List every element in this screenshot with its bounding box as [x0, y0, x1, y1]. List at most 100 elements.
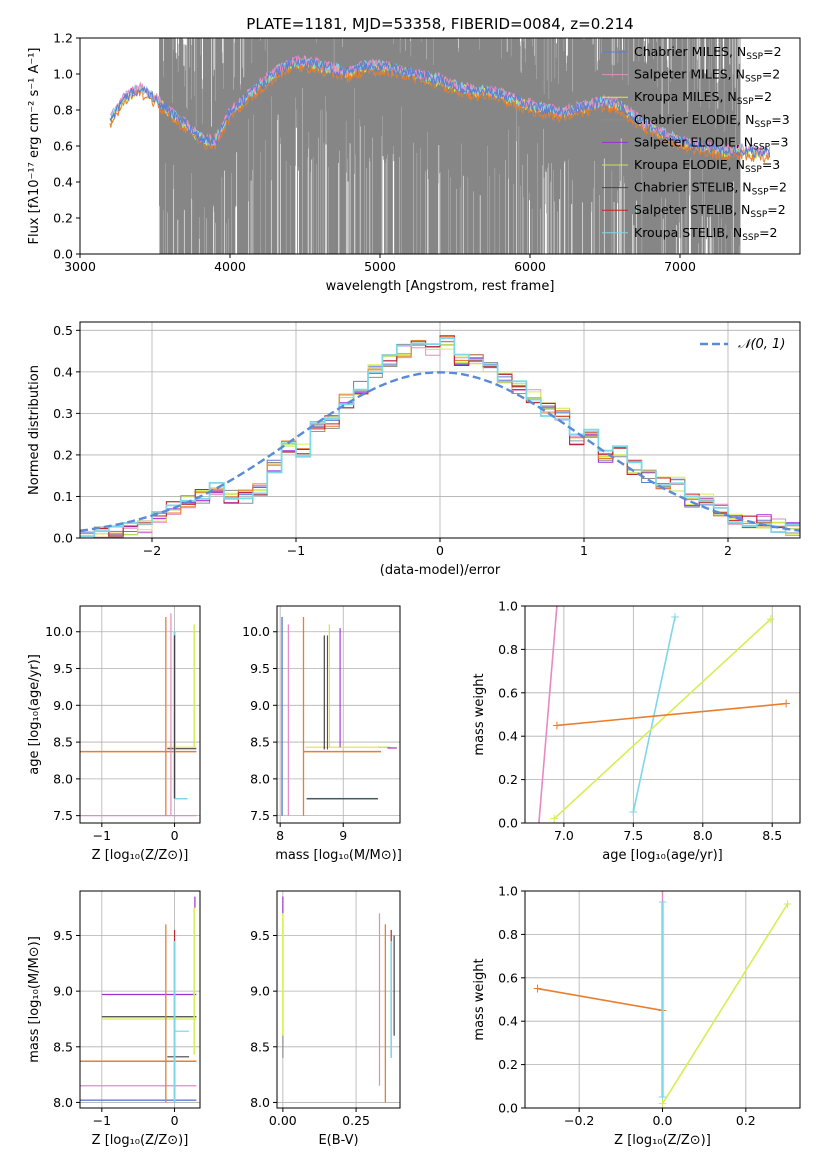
y-tick-label: 0.2: [498, 772, 518, 787]
weight-vs-age-marker: +: [549, 812, 559, 826]
model-spectrum-chabrier_miles: [109, 57, 771, 159]
y-tick-label: 0.0: [498, 1101, 518, 1116]
x-tick-label: 4000: [214, 259, 246, 274]
y-tick-label: 0.8: [53, 103, 73, 118]
weight-vs-age-marker: +: [534, 816, 544, 830]
y-tick-label: 0.0: [53, 531, 73, 546]
axes-frame: [524, 605, 801, 824]
y-axis-label: Normed distribution: [27, 365, 42, 495]
y-tick-label: 8.0: [250, 771, 270, 786]
y-tick-label: 0.8: [498, 642, 518, 657]
x-tick-label: 7000: [664, 259, 696, 274]
x-tick-label: 7.0: [554, 828, 574, 843]
weight-vs-age-line: [553, 618, 772, 820]
y-tick-label: 9.5: [53, 661, 73, 676]
y-axis-label: mass weight: [472, 958, 487, 1040]
y-tick-label: 0.2: [53, 211, 73, 226]
y-tick-label: 9.0: [53, 698, 73, 713]
x-tick-label: 8: [276, 828, 284, 843]
y-tick-label: 1.0: [53, 67, 73, 82]
plot-area: [80, 613, 197, 817]
x-axis-label: (data-model)/error: [380, 563, 501, 578]
y-tick-label: 0.4: [53, 364, 73, 379]
y-tick-label: 0.0: [53, 247, 73, 262]
y-tick-label: 8.5: [53, 1039, 73, 1054]
y-tick-label: 1.0: [498, 884, 518, 899]
y-tick-label: 9.5: [250, 928, 270, 943]
legend-label: Salpeter ELODIE, NSSP=3: [634, 134, 788, 152]
y-axis-label: mass [log₁₀(M/M⊙)]: [27, 936, 42, 1063]
axes-mass_vs_Z: −1 0 8.0 8.5 9.0 9.5 Z [log₁₀(Z/Z⊙)] mass [log₁…: [27, 890, 201, 1148]
weight-vs-age-line: [556, 702, 787, 727]
y-axis-label: mass weight: [472, 673, 487, 755]
y-tick-label: 8.5: [250, 1039, 270, 1054]
x-tick-label: 0.0: [653, 1113, 673, 1128]
y-tick-label: 7.5: [53, 808, 73, 823]
x-tick-label: 0: [436, 543, 444, 558]
plot-area: [80, 896, 197, 1103]
weight-vs-Z-line: [537, 987, 663, 1012]
x-tick-label: 3000: [64, 259, 96, 274]
figure-title: PLATE=1181, MJD=53358, FIBERID=0084, z=0…: [246, 15, 633, 33]
y-tick-label: 10.0: [242, 624, 270, 639]
y-tick-label: 0.2: [53, 447, 73, 462]
weight-vs-age-marker: +: [670, 610, 680, 624]
axes-weight_vs_age: + + + + + + + +7.0 7.5 8.0 8.5 0.0 0.2 0.4 0.6 0.8 1.0 ag…: [472, 599, 801, 863]
y-tick-label: 9.0: [53, 984, 73, 999]
weight-vs-age-marker: +: [628, 805, 638, 819]
y-tick-label: 0.8: [498, 927, 518, 942]
legend-label: Salpeter STELIB, NSSP=2: [634, 202, 786, 220]
plot-area: [282, 896, 395, 1103]
y-tick-label: 10.0: [45, 624, 73, 639]
x-tick-label: −0.2: [564, 1113, 594, 1128]
y-tick-label: 0.0: [498, 816, 518, 831]
plot-area: + + + + + + + +: [534, 606, 791, 830]
x-tick-label: −2: [143, 543, 161, 558]
y-tick-label: 8.5: [53, 735, 73, 750]
x-tick-label: 2: [724, 543, 732, 558]
weight-vs-age-marker: +: [766, 612, 776, 626]
spectrum-legend: Chabrier MILES, NSSP=2 Salpeter MILES, NS…: [602, 44, 790, 243]
legend-label: Chabrier ELODIE, NSSP=3: [634, 112, 790, 130]
x-tick-label: 0.25: [342, 1113, 370, 1128]
x-axis-label: Z [log₁₀(Z/Z⊙)]: [92, 1133, 189, 1148]
y-tick-label: 0.5: [53, 323, 73, 338]
x-axis-label: Z [log₁₀(Z/Z⊙)]: [92, 848, 189, 863]
x-tick-label: 0.00: [269, 1113, 297, 1128]
y-tick-label: 1.0: [498, 599, 518, 614]
x-tick-label: 7.5: [623, 828, 643, 843]
weight-vs-Z-marker: +: [532, 982, 542, 996]
legend-label: 𝒩(0, 1): [738, 337, 785, 352]
axes-age_vs_Z: −1 0 7.5 8.0 8.5 9.0 9.5 10.0 Z [log₁₀(Z/Z⊙)] age…: [27, 605, 201, 863]
x-tick-label: −1: [287, 543, 305, 558]
y-tick-label: 0.4: [498, 1014, 518, 1029]
x-tick-label: 5000: [364, 259, 396, 274]
axes-spectrum: 3000 4000 5000 6000 7000 0.0 0.2 0.4 0.6 0.8 1.0 1.…: [27, 31, 801, 294]
weight-vs-Z-marker: +: [657, 1090, 667, 1104]
x-tick-label: −1: [93, 1113, 111, 1128]
y-tick-label: 9.0: [250, 984, 270, 999]
x-tick-label: 6000: [514, 259, 546, 274]
axes-age_vs_mass: 8 9 7.5 8.0 8.5 9.0 9.5 10.0 mass [log₁₀(M/M⊙)]: [242, 605, 402, 863]
weight-vs-Z-marker: +: [657, 1097, 667, 1111]
x-tick-label: −1: [93, 828, 111, 843]
axes-frame: [79, 605, 201, 824]
x-axis-label: E(B-V): [318, 1133, 358, 1148]
legend-label: Salpeter MILES, NSSP=2: [634, 67, 780, 85]
spectrum-data: [159, 38, 741, 254]
plot-area: [80, 335, 800, 538]
y-tick-label: 8.0: [53, 771, 73, 786]
legend-label: Kroupa ELODIE, NSSP=3: [634, 157, 780, 175]
plot-area: [281, 617, 397, 816]
weight-vs-age-marker: +: [552, 718, 562, 732]
x-tick-label: 1: [580, 543, 588, 558]
y-tick-label: 0.6: [498, 970, 518, 985]
x-axis-label: Z [log₁₀(Z/Z⊙)]: [614, 1133, 711, 1148]
y-tick-label: 0.4: [498, 729, 518, 744]
legend-label: Kroupa STELIB, NSSP=2: [634, 225, 778, 243]
y-tick-label: 0.4: [53, 175, 73, 190]
x-tick-label: 8.5: [762, 828, 782, 843]
y-tick-label: 8.5: [250, 735, 270, 750]
y-tick-label: 0.6: [498, 685, 518, 700]
